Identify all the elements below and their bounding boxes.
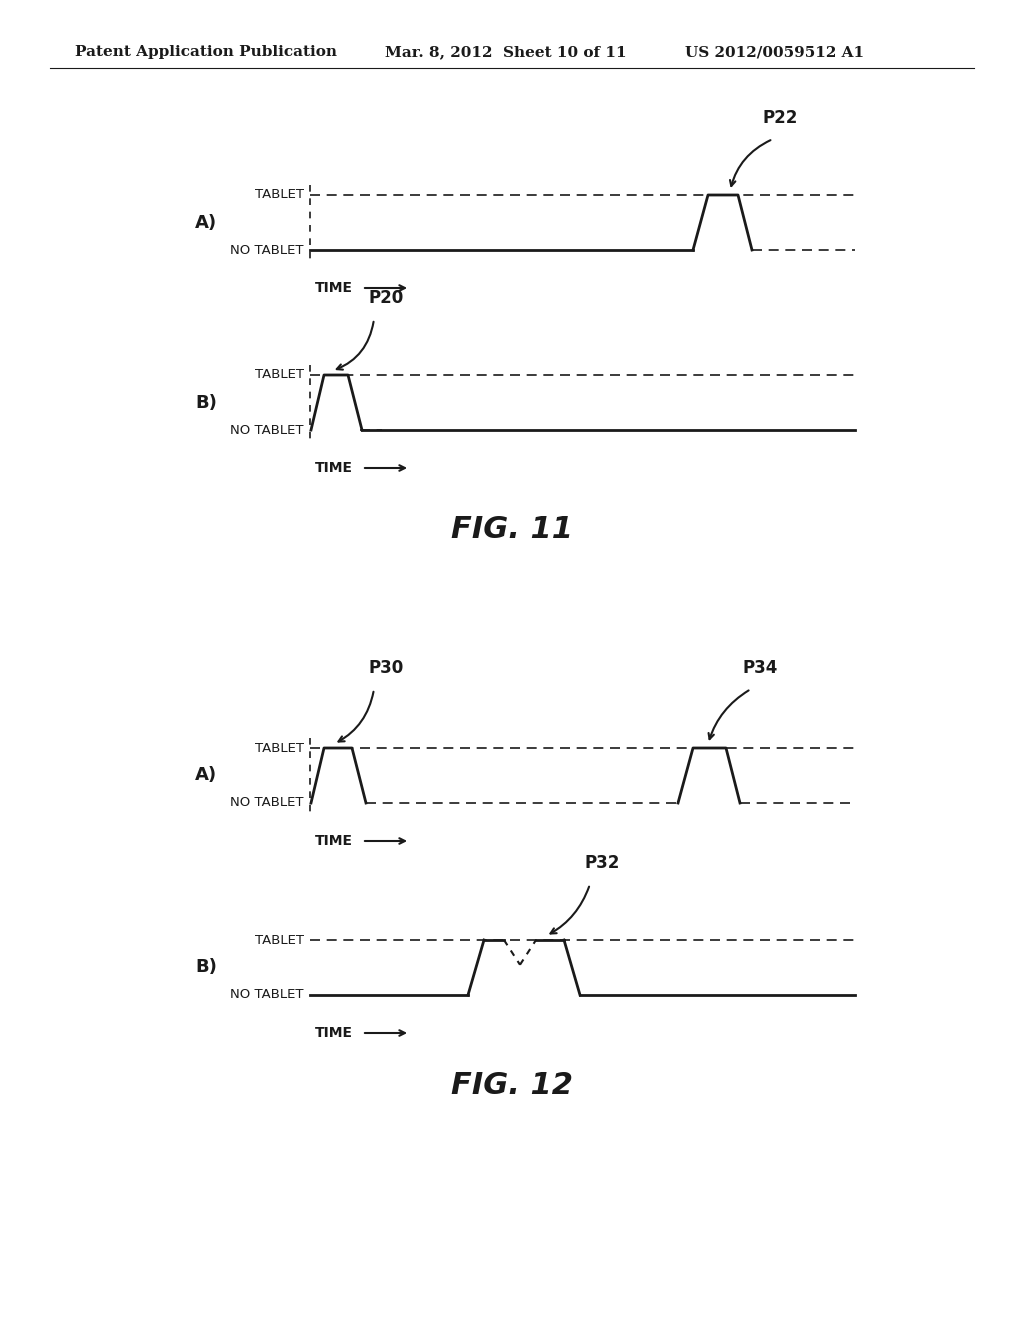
Text: TIME: TIME (315, 1026, 353, 1040)
Text: Patent Application Publication: Patent Application Publication (75, 45, 337, 59)
Text: NO TABLET: NO TABLET (230, 796, 304, 809)
Text: P22: P22 (763, 110, 799, 127)
Text: B): B) (195, 393, 217, 412)
Text: P34: P34 (743, 659, 778, 677)
Text: NO TABLET: NO TABLET (230, 989, 304, 1002)
Text: B): B) (195, 958, 217, 977)
Text: TABLET: TABLET (255, 742, 304, 755)
Text: Mar. 8, 2012  Sheet 10 of 11: Mar. 8, 2012 Sheet 10 of 11 (385, 45, 627, 59)
Text: A): A) (195, 767, 217, 784)
Text: P32: P32 (585, 854, 621, 873)
Text: P30: P30 (369, 659, 404, 677)
Text: TIME: TIME (315, 281, 353, 294)
Text: TABLET: TABLET (255, 189, 304, 202)
Text: NO TABLET: NO TABLET (230, 243, 304, 256)
Text: A): A) (195, 214, 217, 231)
Text: TABLET: TABLET (255, 933, 304, 946)
Text: P20: P20 (369, 289, 404, 308)
Text: TABLET: TABLET (255, 368, 304, 381)
Text: NO TABLET: NO TABLET (230, 424, 304, 437)
Text: TIME: TIME (315, 834, 353, 847)
Text: TIME: TIME (315, 461, 353, 475)
Text: FIG. 11: FIG. 11 (451, 516, 573, 544)
Text: US 2012/0059512 A1: US 2012/0059512 A1 (685, 45, 864, 59)
Text: FIG. 12: FIG. 12 (451, 1071, 573, 1100)
